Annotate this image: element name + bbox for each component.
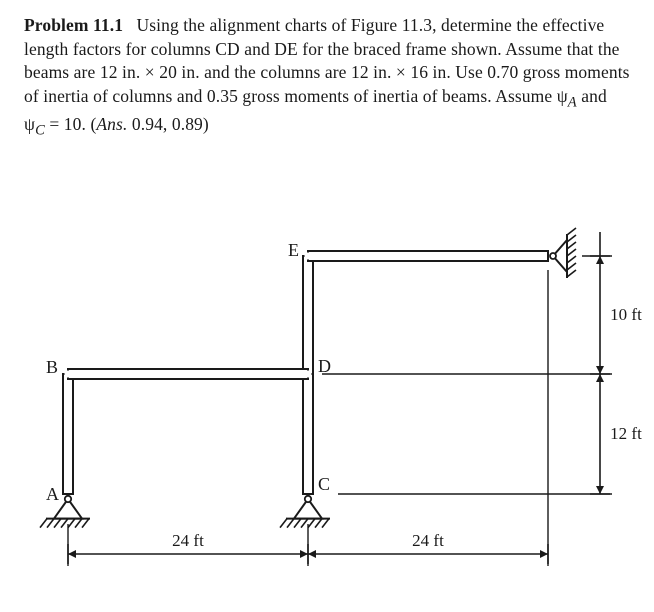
sub-a: A: [568, 94, 577, 110]
ans-value: 0.94, 0.89): [127, 114, 208, 134]
svg-text:24 ft: 24 ft: [172, 531, 204, 550]
svg-text:24 ft: 24 ft: [412, 531, 444, 550]
problem-text-4: = 10. (: [45, 114, 97, 134]
svg-text:B: B: [46, 357, 58, 377]
ans-label: Ans.: [96, 114, 127, 134]
problem-label: Problem 11.1: [24, 15, 123, 35]
problem-statement: Problem 11.1 Using the alignment charts …: [24, 14, 630, 141]
frame-diagram: ABCDE24 ft24 ft10 ft12 ft: [28, 194, 628, 594]
svg-text:10 ft: 10 ft: [610, 305, 642, 324]
svg-text:12 ft: 12 ft: [610, 424, 642, 443]
svg-text:E: E: [288, 240, 299, 260]
problem-text-2: 12 in. × 20 in. and the columns are 12 i…: [24, 62, 630, 106]
sub-c: C: [35, 123, 45, 139]
svg-text:C: C: [318, 474, 330, 494]
svg-text:D: D: [318, 356, 331, 376]
svg-text:A: A: [46, 484, 59, 504]
